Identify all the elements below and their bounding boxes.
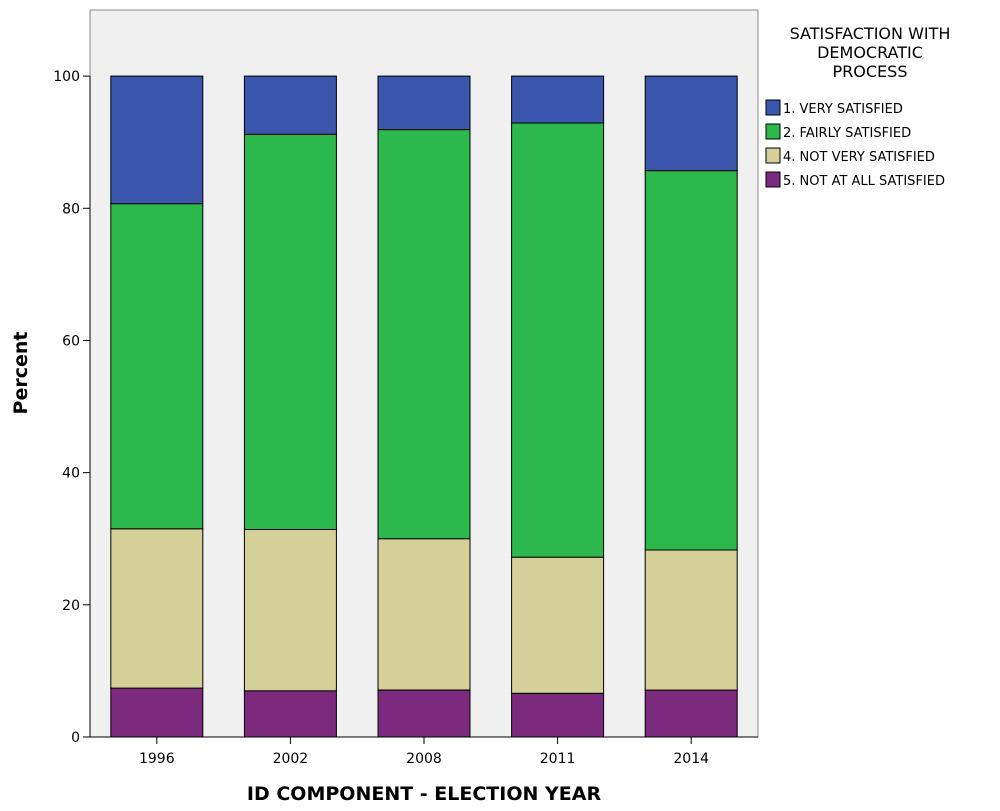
legend-title-line: PROCESS [833,62,908,81]
x-tick-label: 2002 [273,751,309,767]
legend-label: 1. VERY SATISFIED [783,102,903,117]
y-tick-label: 100 [53,69,80,85]
legend-swatch [765,147,781,164]
bar-segment-2008-1 [377,538,471,691]
bar-segment-2014-2 [644,170,738,551]
bar-stacks [110,75,738,738]
bar-segment-2008-3 [377,75,471,131]
bar-segment-1996-3 [110,75,204,205]
bar-segment-2002-3 [243,75,337,135]
bar-segment-2014-3 [644,75,738,172]
x-tick-label: 1996 [139,751,175,767]
legend-swatch [765,99,781,116]
bar-segment-1996-1 [110,528,204,689]
legend-title-line: DEMOCRATIC [817,43,923,62]
legend-title-line: SATISFACTION WITH [790,24,951,43]
legend-label: 5. NOT AT ALL SATISFIED [783,174,945,189]
legend-label: 2. FAIRLY SATISFIED [783,126,911,141]
bar-segment-2011-1 [511,556,605,694]
x-axis-title: ID COMPONENT - ELECTION YEAR [247,783,602,805]
legend-swatch [765,123,781,140]
x-axis: 1996 2002 2008 2011 2014 [90,736,758,767]
y-axis-title: Percent [10,332,32,415]
bar-segment-2011-2 [511,122,605,558]
bar-segment-1996-0 [110,687,204,738]
y-tick-label: 0 [71,730,80,746]
bar-segment-2014-0 [644,689,738,738]
x-tick-label: 2014 [673,751,709,767]
bar-segment-2014-1 [644,549,738,691]
x-tick-label: 2011 [540,751,576,767]
legend-swatch [765,171,781,188]
bar-segment-2011-3 [511,75,605,124]
y-axis: 0 20 40 60 80 100 [53,69,91,746]
bar-segment-2002-2 [243,133,337,531]
bar-segment-2002-0 [243,690,337,738]
bar-segment-1996-2 [110,203,204,530]
y-tick-label: 60 [62,333,80,349]
bar-segment-2008-2 [377,129,471,540]
x-tick-label: 2008 [406,751,442,767]
y-tick-label: 40 [62,466,80,482]
y-tick-label: 80 [62,201,80,217]
y-tick-label: 20 [62,598,80,614]
legend-label: 4. NOT VERY SATISFIED [783,150,935,165]
bar-segment-2002-1 [243,529,337,692]
bar-segment-2008-0 [377,689,471,738]
bar-segment-2011-0 [511,692,605,738]
